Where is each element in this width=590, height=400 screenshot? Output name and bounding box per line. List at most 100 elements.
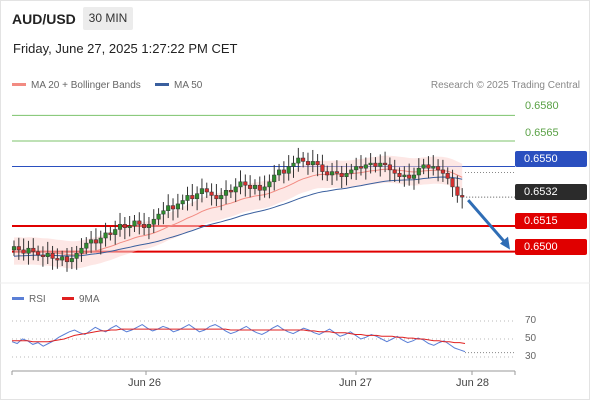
symbol-title: AUD/USD [12,11,76,27]
rsi-legend: RSI [12,294,46,305]
candle-body [36,251,41,256]
candle-body [108,232,113,235]
candle-body [142,224,147,228]
candle-body [354,166,359,171]
candle-body [450,178,455,188]
candle-body [185,195,190,201]
candle-body [204,188,209,193]
candle-body [373,162,378,167]
candle-body [89,239,94,244]
candle-body [45,253,50,257]
level-tag-support-1: 0.6515 [515,213,587,229]
candle-body [55,258,60,261]
candle-body [392,169,397,174]
legend-ma20: MA 20 + Bollinger Bands [12,80,141,91]
candle-body [175,203,180,210]
ma20-swatch-icon [12,82,26,86]
candle-body [334,171,339,174]
candle-body [455,186,460,196]
candle-body [84,242,89,249]
candle-body [248,184,253,189]
x-label-jun26: Jun 26 [128,377,162,389]
candle-body [363,164,368,169]
candle-body [252,184,258,189]
candle-body [127,225,132,228]
candle-body [238,181,243,188]
candle-body [190,195,195,200]
candle-body [98,237,103,244]
x-label-jun27: Jun 27 [339,377,373,389]
candle-body [440,169,445,174]
candle-body [378,162,383,167]
candle-body [368,162,373,166]
candle-body [330,171,335,176]
x-label-jun28: Jun 28 [456,377,490,389]
bollinger-band [14,155,463,269]
rsi-tick-30: 30 [525,351,537,362]
candle-body [156,213,161,220]
ma20-label: MA 20 + Bollinger Bands [31,80,141,91]
candle-body [132,220,137,227]
candle-body [257,184,262,191]
copyright-text: Research © 2025 Trading Central [430,80,580,91]
candle-body [325,171,330,176]
candle-body [166,205,171,211]
candle-body [411,174,417,179]
chart-header: AUD/USD 30 MIN [0,0,590,37]
candle-body [277,169,282,176]
candle-body [339,173,344,177]
candle-body [209,191,214,196]
rsi-ma-swatch-icon [62,296,74,300]
rsi-ma-label: 9MA [79,294,100,305]
candle-body [291,162,296,167]
candle-body [267,181,272,188]
rsi-label: RSI [29,294,46,305]
candle-body [16,246,21,251]
candle-body [79,247,84,254]
ma20-line [13,168,463,256]
timeframe-badge[interactable]: 30 MIN [83,7,133,30]
candle-body [407,174,412,179]
candle-body [161,210,166,215]
candle-body [113,229,118,235]
candle-body [214,195,219,200]
candle-body [281,169,286,174]
candle-body [137,220,142,225]
candle-body [421,164,426,169]
ma50-swatch-icon [155,82,169,86]
rsi-ma-line [12,328,466,344]
chart-datetime: Friday, June 27, 2025 1:27:22 PM CET [13,41,238,56]
candle-body [122,224,127,228]
forecast-arrow-head-icon [500,236,510,250]
candle-body [460,195,465,198]
candle-body [170,205,176,210]
candle-body [310,161,315,166]
candle-body [402,174,407,177]
candle-body [445,173,450,179]
candle-body [151,218,156,225]
candle-body [60,256,65,261]
level-label-resistance-1: 0.6580 [525,100,559,112]
rsi-tick-50: 50 [525,333,537,344]
candle-body [397,173,402,177]
candle-body [262,186,267,191]
candle-body [103,232,108,239]
candle-body [74,253,79,259]
candle-body [219,195,224,200]
candle-body [320,164,325,172]
candle-body [26,247,31,254]
candle-body [358,166,364,169]
candle-body [272,174,277,183]
level-tag-support-2: 0.6500 [515,239,587,255]
candle-body [305,161,311,166]
candle-body [180,200,185,205]
candle-body [383,162,388,166]
candle-body [286,166,291,174]
candle-body [349,169,354,174]
candle-body [93,239,98,244]
last-price-tag: 0.6532 [515,184,587,200]
candle-body [431,166,436,169]
candle-body [233,186,238,193]
candle-body [436,166,441,171]
